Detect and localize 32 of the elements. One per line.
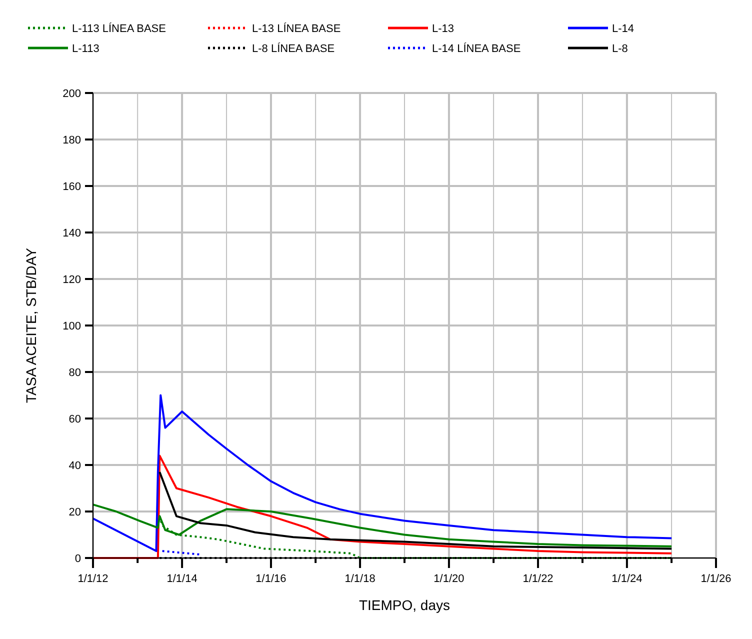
- y-tick-label: 20: [68, 506, 81, 518]
- x-tick-label: 1/1/24: [612, 573, 642, 585]
- legend-label: L-13: [432, 22, 454, 35]
- x-tick-label: 1/1/12: [78, 573, 108, 585]
- legend-label: L-14: [612, 22, 634, 35]
- y-tick-label: 100: [62, 320, 81, 332]
- x-tick-label: 1/1/16: [256, 573, 286, 585]
- y-tick-label: 140: [62, 227, 81, 240]
- x-tick-label: 1/1/22: [522, 573, 554, 585]
- y-tick-label: 0: [74, 552, 81, 565]
- y-tick-label: 160: [62, 180, 81, 193]
- legend-label: L-113: [72, 42, 100, 55]
- line-series: [92, 394, 673, 552]
- y-tick-label: 120: [62, 274, 81, 286]
- x-tick-label: 1/1/14: [166, 573, 198, 585]
- y-tick-label: 40: [68, 460, 81, 472]
- y-axis-title: TASA ACEITE, STB/DAY: [23, 247, 39, 404]
- x-tick-label: 1/1/26: [700, 573, 732, 585]
- y-tick-label: 200: [62, 88, 81, 100]
- legend-label: L-13 LÍNEA BASE: [252, 22, 341, 35]
- legend-label: L-14 LÍNEA BASE: [432, 42, 521, 55]
- y-tick-label: 80: [68, 366, 81, 379]
- x-axis-title: TIEMPO, days: [358, 597, 450, 613]
- line-series: [92, 454, 673, 559]
- legend-label: L-8 LÍNEA BASE: [252, 42, 335, 55]
- legend-label: L-8: [612, 42, 628, 55]
- x-tick-label: 1/1/20: [434, 573, 464, 585]
- line-series: [158, 470, 673, 550]
- x-tick-label: 1/1/18: [344, 573, 376, 585]
- legend-label: L-113 LÍNEA BASE: [72, 22, 166, 35]
- y-tick-label: 180: [62, 134, 81, 146]
- y-tick-label: 60: [68, 413, 81, 426]
